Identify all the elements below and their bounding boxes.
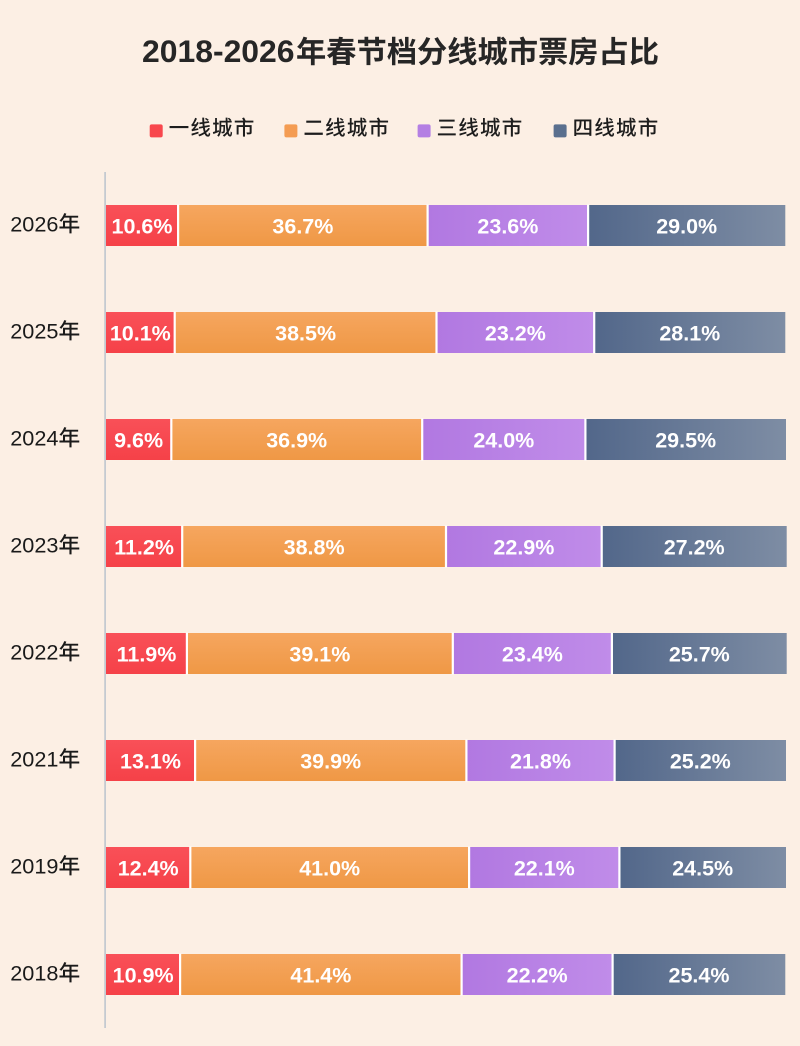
svg-text:41.0%: 41.0% (299, 857, 360, 881)
svg-text:23.6%: 23.6% (477, 215, 538, 239)
svg-text:24.0%: 24.0% (473, 429, 534, 453)
svg-text:2022: 2022 (10, 640, 58, 665)
svg-text:22.9%: 22.9% (493, 536, 554, 560)
svg-text:39.9%: 39.9% (300, 750, 361, 774)
svg-text:11.9%: 11.9% (117, 643, 177, 667)
svg-text:23.2%: 23.2% (485, 322, 546, 346)
svg-text:10.9%: 10.9% (113, 964, 174, 988)
svg-text:38.8%: 38.8% (284, 536, 345, 560)
svg-text:25.2%: 25.2% (670, 750, 731, 774)
svg-text:2024: 2024 (10, 426, 58, 451)
svg-text:2026: 2026 (10, 212, 58, 237)
svg-text:38.5%: 38.5% (275, 322, 336, 346)
svg-text:2018: 2018 (10, 961, 58, 986)
svg-text:29.5%: 29.5% (655, 429, 716, 453)
svg-text:2018-2026: 2018-2026 (142, 33, 295, 69)
svg-text:36.7%: 36.7% (272, 215, 333, 239)
svg-text:25.4%: 25.4% (669, 964, 730, 988)
svg-text:11.2%: 11.2% (114, 536, 174, 560)
svg-text:12.4%: 12.4% (118, 857, 179, 881)
svg-text:2025: 2025 (10, 319, 58, 344)
svg-text:24.5%: 24.5% (672, 857, 733, 881)
svg-text:21.8%: 21.8% (510, 750, 571, 774)
svg-text:27.2%: 27.2% (664, 536, 725, 560)
svg-text:41.4%: 41.4% (290, 964, 351, 988)
svg-text:2021: 2021 (10, 747, 58, 772)
svg-text:29.0%: 29.0% (656, 215, 717, 239)
svg-text:22.2%: 22.2% (507, 964, 568, 988)
svg-text:36.9%: 36.9% (266, 429, 327, 453)
svg-text:23.4%: 23.4% (502, 643, 563, 667)
svg-text:25.7%: 25.7% (669, 643, 730, 667)
svg-text:39.1%: 39.1% (289, 643, 350, 667)
svg-text:10.6%: 10.6% (112, 215, 173, 239)
svg-text:28.1%: 28.1% (659, 322, 720, 346)
svg-text:10.1%: 10.1% (110, 322, 171, 346)
svg-text:9.6%: 9.6% (114, 429, 163, 453)
svg-text:2023: 2023 (10, 533, 58, 558)
svg-text:13.1%: 13.1% (120, 750, 181, 774)
svg-text:2019: 2019 (10, 854, 58, 879)
svg-text:22.1%: 22.1% (514, 857, 575, 881)
